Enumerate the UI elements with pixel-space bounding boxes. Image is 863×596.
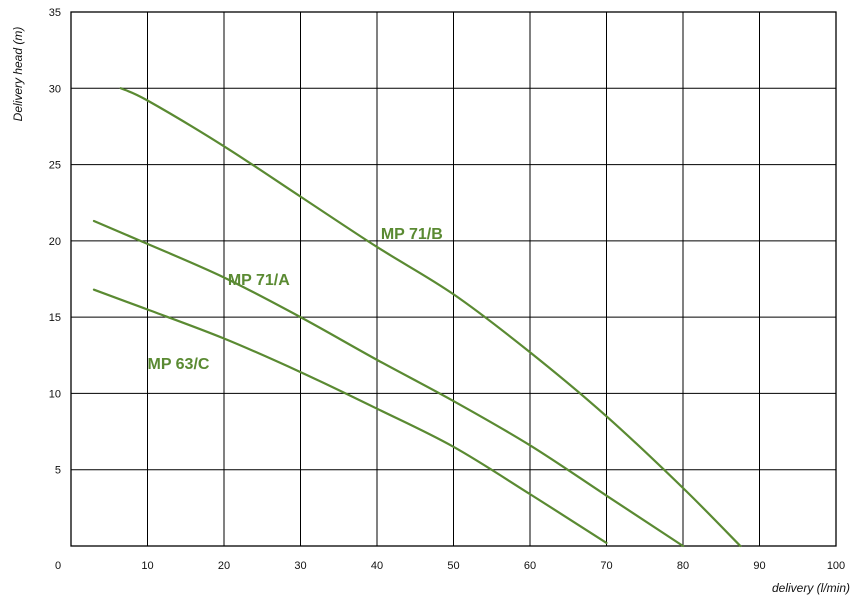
y-tick-label: 20: [49, 236, 61, 248]
series-line-mp-63-c: [92, 288, 608, 545]
plot-frame: [70, 11, 837, 547]
x-tick-label: 10: [141, 560, 153, 572]
x-tick-label: 60: [524, 560, 536, 572]
x-tick-label: 90: [753, 560, 765, 572]
series-lines: [92, 87, 742, 548]
series-label-mp-71-a: MP 71/A: [228, 272, 290, 289]
grid: [71, 12, 836, 546]
y-tick-label: 30: [49, 83, 61, 95]
x-tick-label: 50: [447, 560, 459, 572]
series-line-mp-71-b: [119, 87, 742, 548]
x-tick-label: 70: [600, 560, 612, 572]
x-tick-label: 30: [294, 560, 306, 572]
y-tick-label: 15: [49, 312, 61, 324]
x-axis-label: delivery (l/min): [772, 581, 850, 595]
x-tick-label: 40: [371, 560, 383, 572]
x-tick-label: 20: [218, 560, 230, 572]
series-label-mp-71-b: MP 71/B: [381, 226, 443, 243]
y-axis-label: Delivery head (m): [11, 27, 25, 122]
y-tick-label: 25: [49, 160, 61, 172]
y-tick-label: 5: [55, 465, 61, 477]
x-tick-label: 100: [827, 560, 845, 572]
x-tick-label: 80: [677, 560, 689, 572]
series-label-mp-63-c: MP 63/C: [148, 356, 210, 373]
y-axis-ticks: 5 10 15 20 25 30 35: [49, 7, 61, 477]
x-axis-ticks: 0 10 20 30 40 50 60 70 80 90 100: [55, 560, 845, 572]
series-labels: MP 71/B MP 71/A MP 63/C: [148, 226, 443, 373]
y-tick-label: 35: [49, 7, 61, 19]
x-tick-label: 0: [55, 560, 61, 572]
series-line-mp-71-a: [92, 219, 685, 548]
y-tick-label: 10: [49, 388, 61, 400]
